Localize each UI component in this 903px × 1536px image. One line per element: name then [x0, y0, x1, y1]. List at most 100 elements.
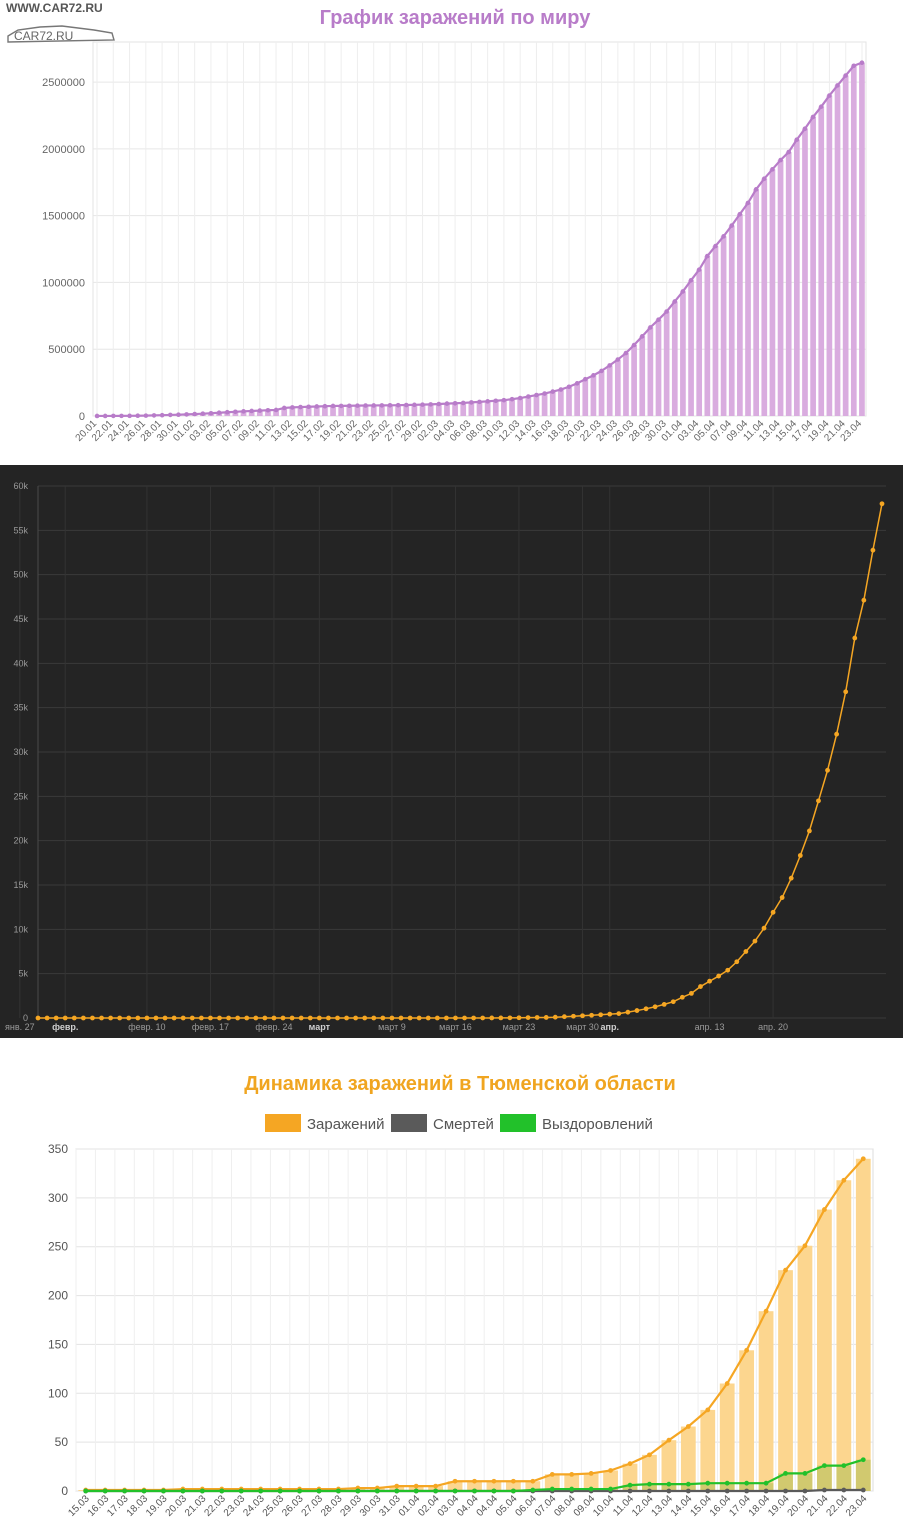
x-tick-label: 27.03: [300, 1493, 326, 1519]
data-point-deaths: [685, 1488, 691, 1494]
data-point: [797, 853, 803, 858]
x-tick-label: 12.04: [630, 1493, 656, 1519]
data-point: [208, 410, 214, 416]
data-point: [779, 895, 785, 900]
data-point: [827, 93, 832, 98]
data-point-infections: [588, 1471, 594, 1476]
bar: [297, 407, 304, 416]
data-point-infections: [627, 1461, 633, 1467]
bar: [403, 405, 410, 416]
data-point: [525, 1015, 531, 1021]
legend-swatch-recoveries[interactable]: [500, 1114, 536, 1132]
data-point: [53, 1015, 59, 1021]
data-point-recoveries: [102, 1488, 108, 1494]
data-point: [71, 1015, 77, 1021]
data-point: [347, 403, 352, 409]
data-point: [870, 547, 876, 553]
data-point: [843, 73, 848, 78]
data-point: [652, 1004, 658, 1010]
data-point-recoveries: [258, 1488, 264, 1494]
x-tick-label: 13.04: [650, 1493, 676, 1519]
data-point-deaths: [783, 1488, 788, 1494]
y-tick-label: 0: [79, 411, 85, 423]
x-tick-label: 10.04: [591, 1493, 617, 1519]
y-tick-label: 500000: [48, 344, 85, 356]
y-tick-label: 35k: [13, 703, 28, 713]
data-point-deaths: [802, 1488, 808, 1494]
bar-recoveries: [797, 1473, 813, 1491]
x-tick-label: 29.03: [339, 1493, 365, 1519]
data-point-recoveries: [394, 1488, 400, 1494]
data-point: [534, 1015, 540, 1020]
data-point-deaths: [841, 1487, 847, 1493]
bar: [842, 75, 849, 416]
data-point-recoveries: [199, 1488, 205, 1494]
data-point: [526, 394, 531, 399]
x-tick-label: март 30: [566, 1022, 599, 1032]
data-point: [389, 1015, 395, 1021]
data-point: [770, 909, 776, 915]
bar: [541, 393, 548, 416]
data-point: [598, 1012, 604, 1018]
data-point: [162, 1015, 168, 1021]
legend-label-recoveries[interactable]: Выздоровлений: [542, 1116, 653, 1133]
data-point: [639, 334, 645, 339]
data-point: [489, 1015, 495, 1021]
x-tick-label: 19.04: [766, 1493, 792, 1519]
x-tick-label: 01.04: [397, 1493, 423, 1519]
data-point-recoveries: [355, 1488, 361, 1494]
x-tick-label: март: [309, 1022, 331, 1032]
data-point-infections: [530, 1478, 536, 1484]
y-tick-label: 20k: [13, 836, 28, 846]
x-tick-label: 06.04: [513, 1493, 539, 1519]
x-tick-label: февр. 17: [192, 1022, 229, 1032]
data-point: [253, 1015, 259, 1021]
data-point: [469, 400, 474, 405]
data-point: [452, 400, 458, 406]
x-tick-label: апр. 13: [695, 1022, 725, 1032]
data-point: [778, 157, 783, 163]
y-tick-label: 50: [55, 1435, 69, 1449]
data-point: [208, 1015, 213, 1021]
y-tick-label: 15k: [13, 880, 28, 890]
legend-swatch-deaths[interactable]: [391, 1114, 427, 1132]
bar: [322, 406, 328, 416]
bar: [444, 403, 450, 416]
data-point-recoveries: [724, 1480, 730, 1486]
x-tick-label: 20.04: [786, 1493, 812, 1519]
bar: [810, 116, 816, 417]
data-point: [407, 1015, 413, 1021]
legend-label-deaths[interactable]: Смертей: [433, 1116, 494, 1133]
data-point-deaths: [744, 1488, 750, 1494]
data-point: [102, 413, 108, 419]
bar: [387, 405, 393, 416]
y-tick-label: 60k: [13, 481, 28, 491]
bar: [256, 410, 263, 416]
data-point: [281, 405, 287, 411]
data-point-infections: [763, 1308, 769, 1314]
data-point: [379, 403, 385, 408]
data-point: [566, 384, 572, 390]
data-point: [816, 798, 821, 804]
x-tick-label: март 23: [503, 1022, 536, 1032]
bar-infections: [739, 1350, 755, 1491]
x-tick-label: февр.: [52, 1022, 78, 1032]
data-point: [80, 1015, 86, 1021]
data-point-deaths: [860, 1487, 866, 1493]
legend-swatch-infections[interactable]: [265, 1114, 301, 1132]
data-point: [298, 1015, 304, 1021]
data-point-infections: [413, 1483, 419, 1489]
data-point: [217, 1015, 222, 1021]
bar-recoveries: [778, 1473, 793, 1491]
bar: [273, 409, 279, 416]
data-point-recoveries: [763, 1480, 769, 1486]
y-tick-label: 5k: [18, 969, 28, 979]
bar: [834, 85, 841, 417]
bar: [728, 225, 735, 416]
data-point: [117, 1015, 123, 1021]
data-point: [241, 409, 246, 414]
legend-label-infections[interactable]: Заражений: [307, 1116, 385, 1133]
data-point: [362, 1015, 368, 1021]
bar: [517, 398, 524, 416]
data-point: [561, 1014, 567, 1020]
